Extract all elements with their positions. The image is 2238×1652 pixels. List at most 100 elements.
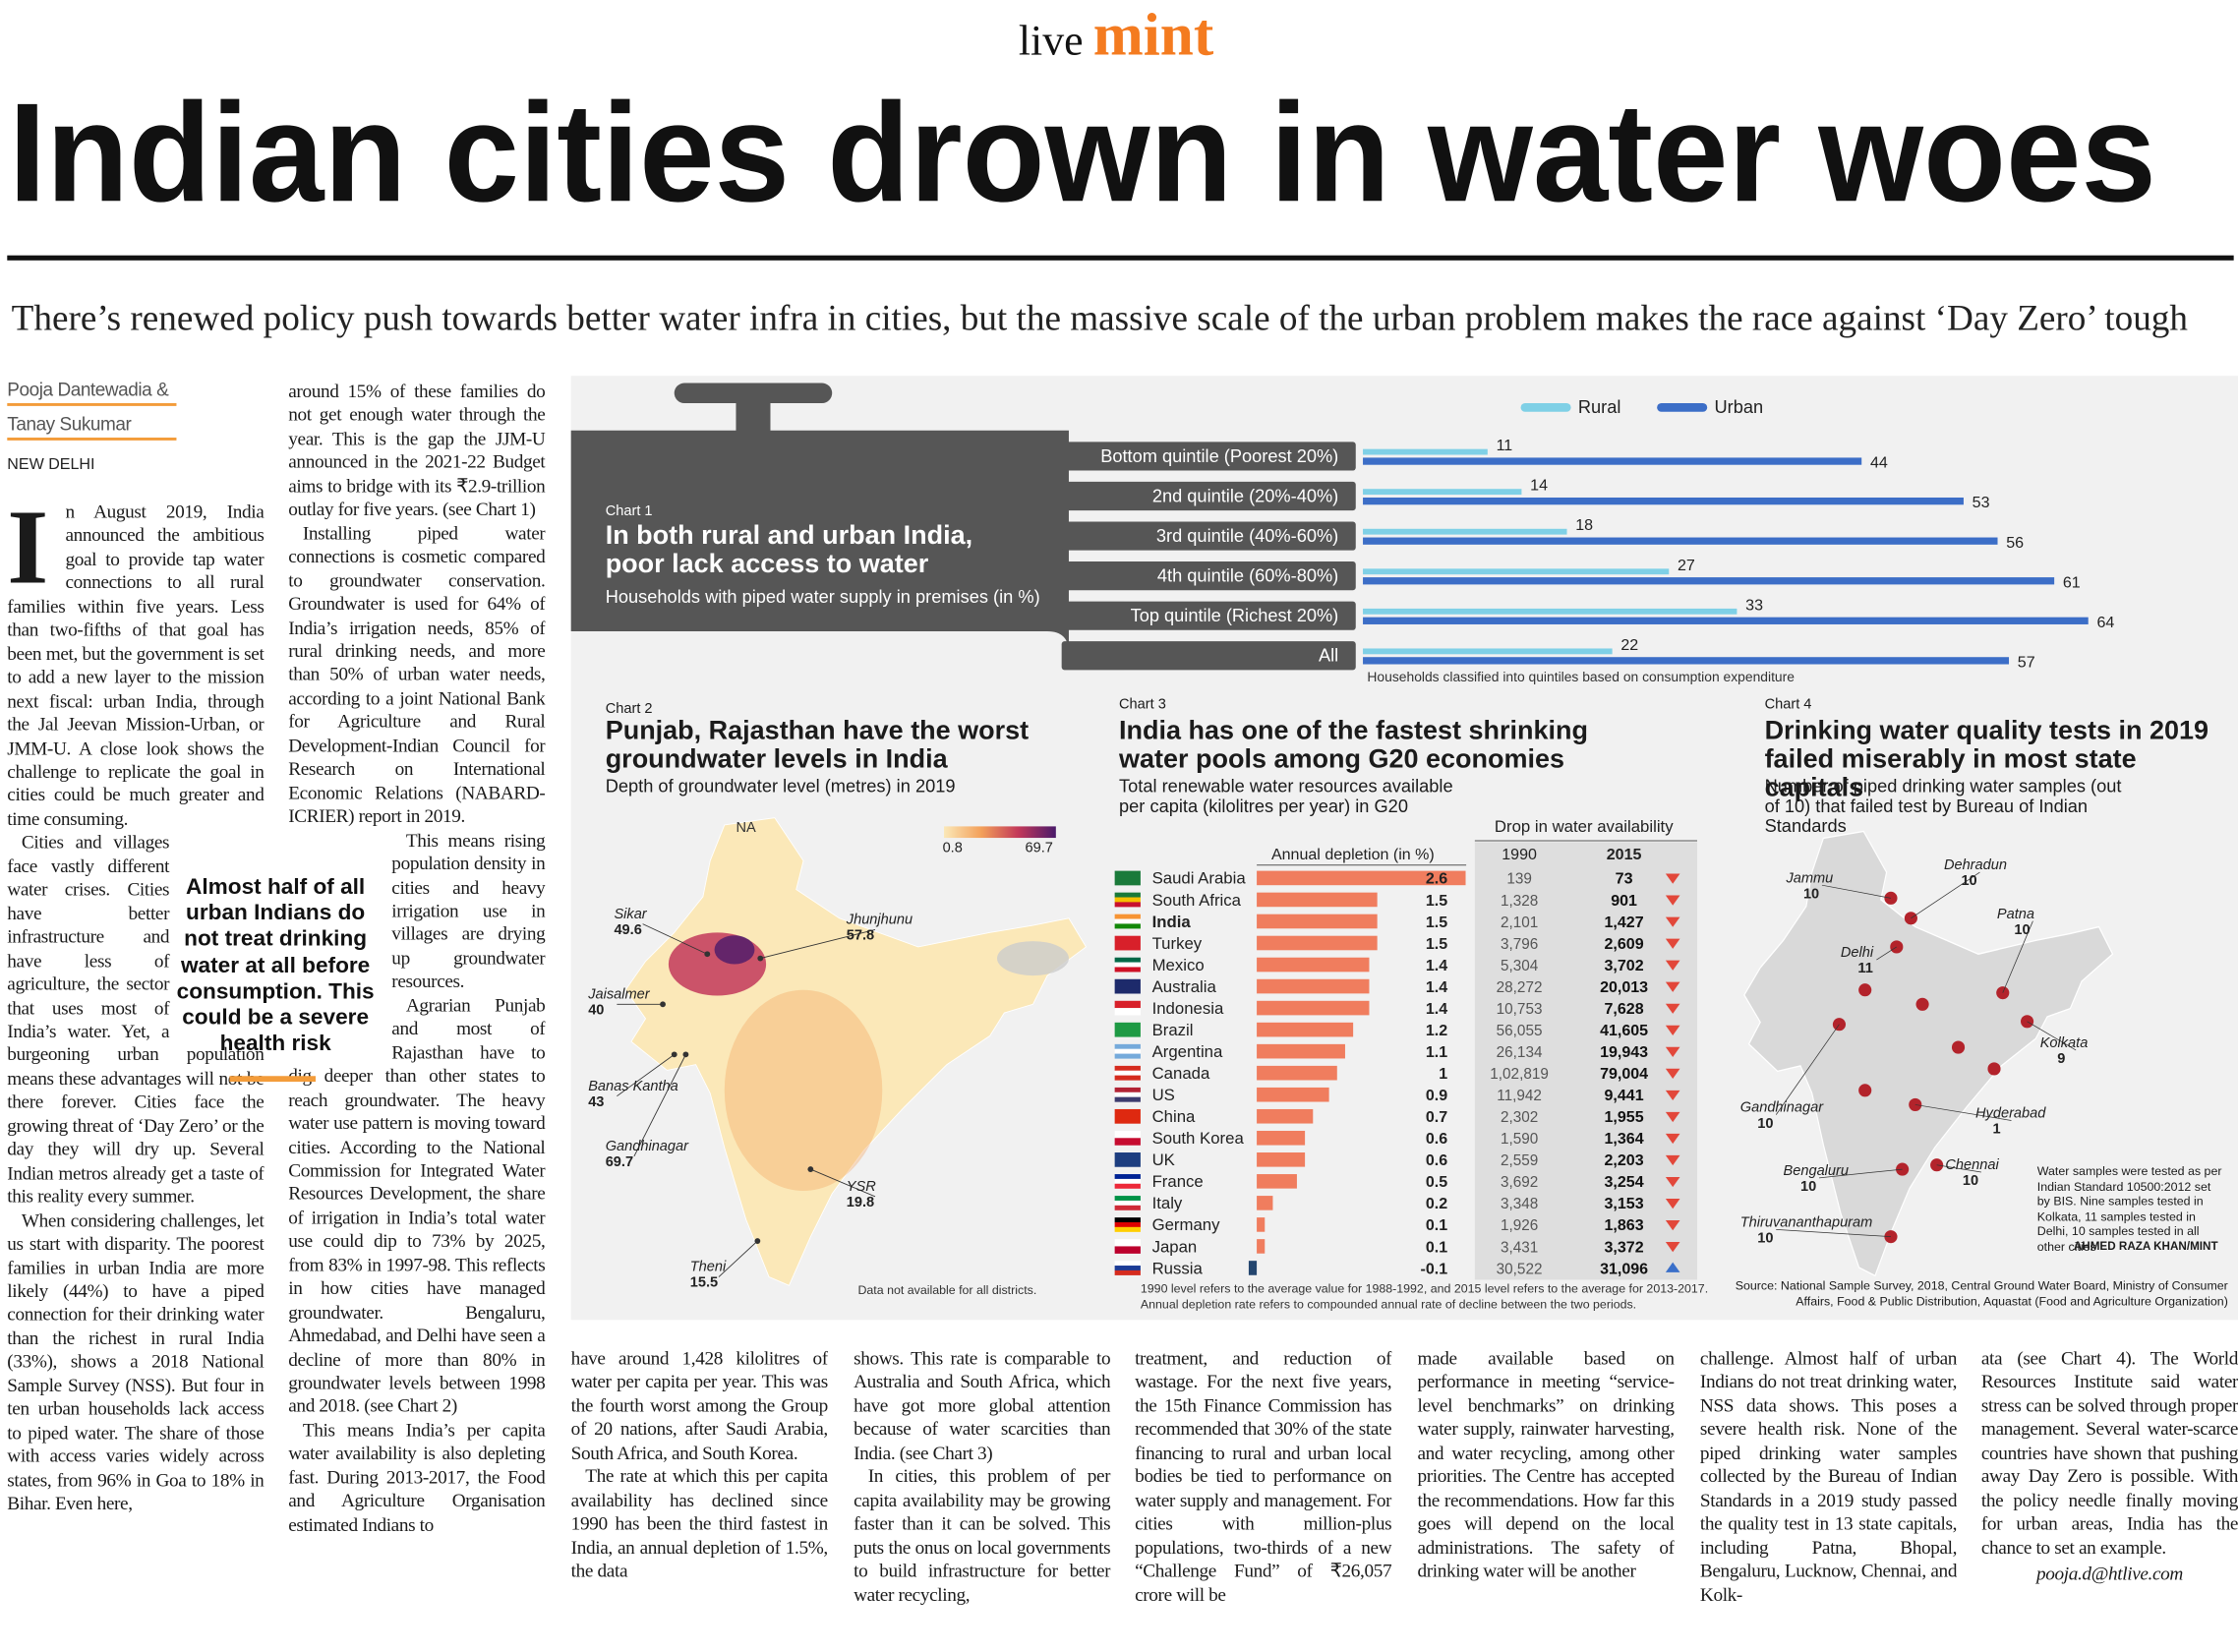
- city-name: Patna: [1997, 907, 2034, 922]
- trend-arrow: [1665, 1068, 1680, 1080]
- flag: [1114, 892, 1141, 898]
- paragraph: This means India’s per capita water avai…: [288, 1418, 546, 1535]
- leader-line: [1911, 871, 1980, 919]
- paragraph: Cities and villages face vastly differen…: [7, 831, 265, 1208]
- value-label: 61: [2063, 573, 2081, 591]
- flag: [1114, 957, 1141, 963]
- country-name: Argentina: [1152, 1042, 1223, 1061]
- table-cell: 19,943: [1600, 1043, 1648, 1061]
- table-cell: 3,153: [1605, 1195, 1644, 1212]
- district-value: 69.7: [606, 1154, 633, 1170]
- article-column: have around 1,428 kilolitres of water pe…: [571, 1347, 828, 1613]
- bar: [1257, 1065, 1337, 1081]
- chart-label: Chart 4: [1764, 697, 1812, 714]
- bar: [1363, 497, 1964, 505]
- city-value: 11: [1857, 961, 1872, 976]
- pipe-row: [1061, 442, 1356, 471]
- district-marker: [704, 951, 711, 958]
- flag: [1114, 1183, 1141, 1189]
- city-marker: [1909, 1097, 1922, 1111]
- country-name: US: [1152, 1086, 1175, 1104]
- flag: [1114, 1022, 1141, 1037]
- source-note: Source: National Sample Survey, 2018, Ce…: [1735, 1277, 2228, 1308]
- value-label: 0.6: [1426, 1151, 1447, 1169]
- country-name: China: [1152, 1107, 1196, 1126]
- flag: [1114, 1087, 1141, 1092]
- paragraph: have around 1,428 kilolitres of water pe…: [570, 1347, 828, 1463]
- table-cell: 3,431: [1501, 1239, 1538, 1256]
- category-label: 4th quintile (60%-80%): [1157, 564, 1338, 585]
- map-region: [997, 941, 1069, 976]
- table-cell: 11,942: [1497, 1088, 1542, 1104]
- country-name: Saudi Arabia: [1152, 869, 1247, 888]
- bar: [1257, 914, 1378, 929]
- trend-arrow: [1665, 1133, 1680, 1145]
- trend-arrow: [1665, 1025, 1680, 1035]
- bar: [1257, 1152, 1306, 1167]
- district-name: Banas Kantha: [588, 1079, 678, 1094]
- leader-line: [1821, 884, 1892, 899]
- bar: [1257, 1174, 1297, 1189]
- pipe-row: [1061, 481, 1356, 511]
- value-label: 1.2: [1426, 1022, 1447, 1039]
- author-email: pooja.d@htlive.com: [2035, 1562, 2183, 1584]
- city-marker: [1930, 1158, 1944, 1172]
- value-label: 1.5: [1426, 935, 1447, 953]
- chart-subtitle: Depth of groundwater level (metres) in 2…: [605, 776, 956, 796]
- leader-line: [617, 1054, 675, 1097]
- table-cell: 10,753: [1497, 1001, 1543, 1018]
- city-marker: [2021, 1015, 2034, 1029]
- table-cell: 20,013: [1600, 978, 1648, 996]
- table-cell: 3,372: [1605, 1238, 1644, 1256]
- table-cell: 79,004: [1600, 1065, 1648, 1083]
- table-cell: 3,796: [1501, 936, 1538, 953]
- value-label: 0.6: [1426, 1130, 1447, 1148]
- flag: [1114, 914, 1141, 919]
- value-label: 0.2: [1426, 1195, 1447, 1212]
- flag: [1114, 902, 1141, 908]
- flag: [1114, 1053, 1141, 1059]
- table-cell: 1,328: [1501, 893, 1538, 910]
- bar: [1257, 1217, 1266, 1232]
- chart-note: 1990 level refers to the average value f…: [1141, 1282, 1708, 1296]
- chart-note: Annual depletion rate refers to compound…: [1141, 1298, 1636, 1312]
- rule: [7, 255, 2234, 261]
- flag: [1114, 967, 1141, 973]
- paragraph: Agrarian Punjab and most of Rajasthan ha…: [288, 993, 546, 1417]
- country-name: South Africa: [1152, 891, 1242, 910]
- scale-max: 69.7: [1026, 841, 1053, 856]
- value-label: 0.7: [1426, 1108, 1447, 1126]
- bar: [1257, 1196, 1273, 1210]
- value-label: 0.5: [1426, 1173, 1447, 1191]
- map-shape: [1743, 830, 2114, 1277]
- district-value: 49.6: [614, 922, 641, 938]
- district-name: Gandhinagar: [606, 1139, 689, 1154]
- table-cell: 73: [1616, 870, 1633, 888]
- bar: [1257, 978, 1370, 994]
- flag: [1114, 1261, 1141, 1267]
- district-value: 57.8: [847, 928, 874, 944]
- table-cell: 2,559: [1501, 1152, 1538, 1169]
- flag: [1114, 1196, 1141, 1202]
- flag: [1114, 1217, 1141, 1223]
- bar: [1363, 657, 2010, 665]
- bar: [1257, 1130, 1306, 1146]
- bar: [1257, 870, 1466, 886]
- paragraph: When considering challenges, let us star…: [7, 1209, 265, 1514]
- country-name: Mexico: [1152, 956, 1205, 974]
- value-label: 64: [2096, 614, 2114, 631]
- district-name: YSR: [847, 1179, 876, 1195]
- axis-label: Annual depletion (in %): [1271, 846, 1435, 863]
- article-column: challenge. Almost half of urban Indians …: [1700, 1347, 1957, 1613]
- masthead-brand: mint: [1093, 1, 1214, 68]
- district-value: 15.5: [690, 1275, 718, 1291]
- city-name: Chennai: [1945, 1157, 1999, 1173]
- flag: [1114, 1065, 1141, 1071]
- country-name: Australia: [1152, 977, 1217, 996]
- table-cell: 28,272: [1497, 979, 1543, 996]
- city-value: 10: [1961, 873, 1976, 889]
- city-value: 1: [1993, 1122, 2001, 1138]
- paragraph: ata (see Chart 4). The World Resources I…: [1980, 1347, 2238, 1558]
